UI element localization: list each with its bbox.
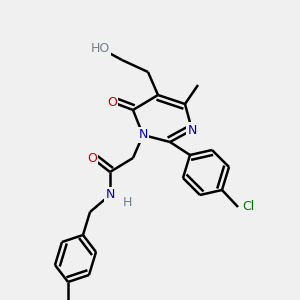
Text: HO: HO: [90, 41, 110, 55]
Text: O: O: [107, 95, 117, 109]
Text: Cl: Cl: [242, 200, 254, 214]
Text: N: N: [187, 124, 197, 136]
Text: N: N: [138, 128, 148, 142]
Text: H: H: [122, 196, 132, 208]
Text: N: N: [105, 188, 115, 202]
Text: O: O: [87, 152, 97, 164]
